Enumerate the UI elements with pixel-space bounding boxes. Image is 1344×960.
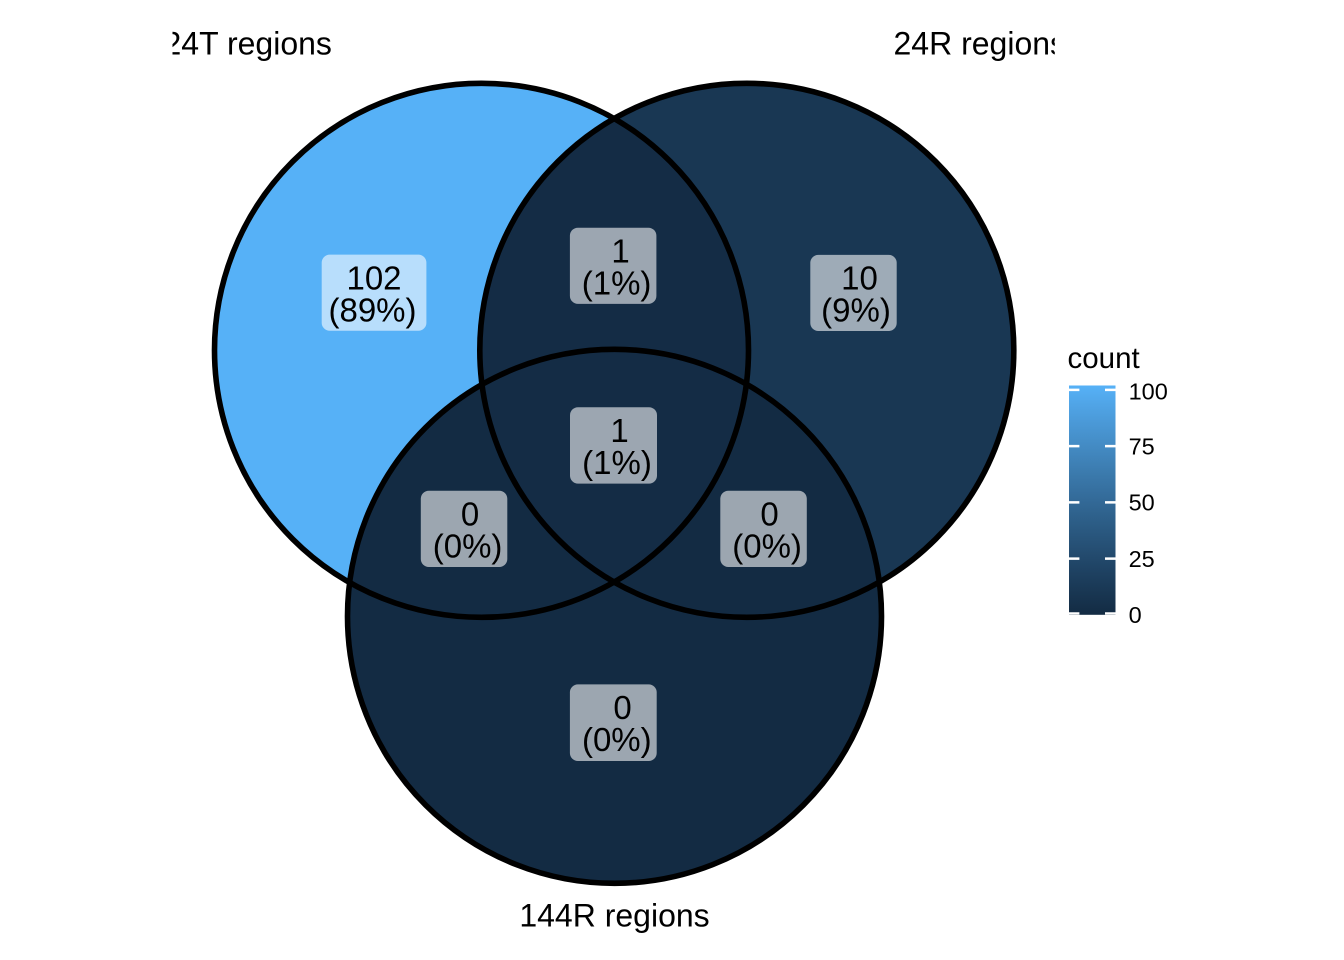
svg-text:75: 75: [1129, 433, 1155, 459]
svg-text:102: 102: [346, 259, 401, 296]
svg-text:0: 0: [1129, 602, 1142, 628]
svg-text:(0%): (0%): [582, 721, 652, 758]
svg-text:(1%): (1%): [582, 265, 652, 302]
svg-text:1: 1: [611, 233, 629, 270]
svg-text:(9%): (9%): [821, 292, 891, 329]
svg-text:(0%): (0%): [433, 528, 503, 565]
svg-text:10: 10: [841, 260, 878, 297]
svg-text:24T regions: 24T regions: [164, 26, 332, 62]
svg-text:100: 100: [1129, 378, 1168, 404]
svg-text:144R regions: 144R regions: [519, 898, 709, 934]
svg-text:(0%): (0%): [732, 528, 802, 565]
svg-text:count: count: [1068, 342, 1140, 375]
svg-text:24R regions: 24R regions: [894, 26, 1067, 62]
svg-text:0: 0: [613, 689, 631, 726]
svg-text:0: 0: [461, 496, 479, 533]
svg-text:0: 0: [760, 496, 778, 533]
svg-text:(89%): (89%): [328, 291, 416, 328]
svg-text:50: 50: [1129, 490, 1155, 516]
svg-text:1: 1: [610, 412, 628, 449]
svg-text:(1%): (1%): [582, 444, 652, 481]
svg-text:25: 25: [1129, 546, 1155, 572]
